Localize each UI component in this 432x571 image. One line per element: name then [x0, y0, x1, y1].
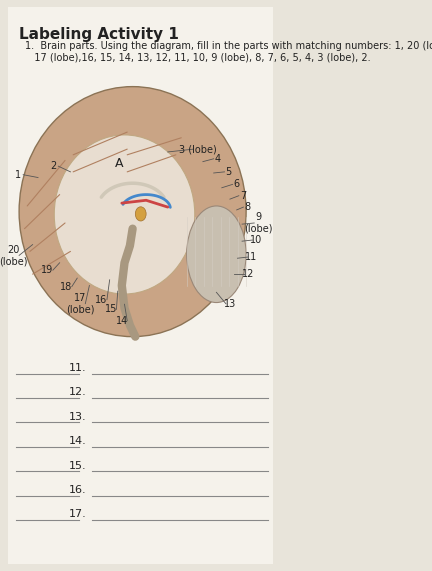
Text: 5: 5: [226, 167, 232, 177]
Ellipse shape: [187, 206, 246, 303]
Text: 1.  Brain parts. Using the diagram, fill in the parts with matching numbers: 1, : 1. Brain parts. Using the diagram, fill …: [25, 41, 432, 63]
Text: 12.: 12.: [69, 387, 87, 397]
Text: 13.: 13.: [69, 412, 87, 422]
Ellipse shape: [19, 87, 246, 337]
Text: 15.: 15.: [69, 461, 87, 471]
Ellipse shape: [54, 135, 195, 294]
Text: 1: 1: [15, 170, 21, 180]
Text: 7: 7: [240, 191, 246, 201]
Text: 10: 10: [250, 235, 263, 245]
Text: A: A: [115, 157, 124, 170]
Text: 15: 15: [105, 304, 117, 315]
Ellipse shape: [135, 207, 146, 221]
Text: 19: 19: [41, 265, 54, 275]
Text: 11: 11: [245, 252, 257, 262]
Text: 17
(lobe): 17 (lobe): [66, 293, 94, 315]
Text: 17.: 17.: [69, 509, 87, 520]
Text: 3 (lobe): 3 (lobe): [178, 144, 216, 154]
Text: 20
(lobe): 20 (lobe): [0, 244, 28, 266]
Text: 14: 14: [116, 316, 128, 325]
Text: 12: 12: [242, 269, 254, 279]
Text: 9
(lobe): 9 (lobe): [244, 212, 273, 234]
Text: 8: 8: [245, 202, 251, 212]
FancyBboxPatch shape: [8, 7, 273, 564]
Text: 16: 16: [95, 295, 108, 305]
Text: 16.: 16.: [69, 485, 87, 495]
Text: 13: 13: [224, 299, 236, 309]
Text: 18: 18: [60, 282, 73, 292]
Text: 4: 4: [215, 154, 221, 164]
Text: 11.: 11.: [69, 363, 87, 373]
Text: Labeling Activity 1: Labeling Activity 1: [19, 27, 179, 42]
Text: 6: 6: [234, 179, 240, 190]
Text: 2: 2: [50, 161, 56, 171]
Text: 14.: 14.: [69, 436, 87, 446]
